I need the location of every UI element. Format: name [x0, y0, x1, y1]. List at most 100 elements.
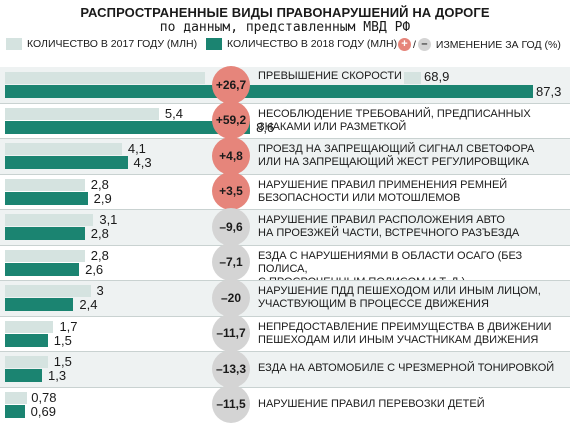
change-circle: +26,7: [212, 65, 250, 104]
value-label-2017: 2,8: [90, 176, 109, 192]
legend-label-change: ИЗМЕНЕНИЕ ЗА ГОД (%): [435, 38, 561, 51]
category-label-line: УЧАСТВУЮЩИМ В ПРОЦЕССЕ ДВИЖЕНИЯ: [258, 298, 489, 310]
bar-2017: [5, 285, 91, 297]
category-label-line: ПРОЕЗД НА ЗАПРЕЩАЮЩИЙ СИГНАЛ СВЕТОФОРА: [258, 143, 535, 155]
category-label-line: НАРУШЕНИЕ ПРАВИЛ ПЕРЕВОЗКИ ДЕТЕЙ: [258, 397, 485, 410]
category-label: НЕПРЕДОСТАВЛЕНИЕ ПРЕИМУЩЕСТВА В ДВИЖЕНИИ…: [258, 321, 558, 347]
bar-2017: [5, 214, 94, 226]
change-circle: +4,8: [212, 136, 250, 175]
category-label-line: БЕЗОПАСНОСТИ ИЛИ МОТОШЛЕМОВ: [258, 191, 461, 204]
value-label-2017: 3: [96, 283, 104, 298]
category-label: ПРЕВЫШЕНИЕ СКОРОСТИ: [258, 70, 558, 83]
value-label-2017: 68,9: [424, 69, 450, 84]
legend-item-2017: КОЛИЧЕСТВО В 2017 ГОДУ (МЛН): [6, 38, 197, 50]
category-label-line: НЕСОБЛЮДЕНИЕ ТРЕБОВАНИЙ, ПРЕДПИСАННЫХ: [258, 107, 531, 120]
change-circle: +59,2: [212, 101, 250, 140]
value-label-2018: 1,5: [53, 332, 72, 348]
minus-badge-icon: –: [417, 38, 431, 51]
row-divider: [0, 315, 570, 317]
legend-item-2018: КОЛИЧЕСТВО В 2018 ГОДУ (МЛН): [206, 38, 397, 50]
change-circle: –11,7: [212, 314, 250, 353]
bar-2017: [5, 249, 85, 262]
row-divider: [0, 244, 570, 246]
row-band: [0, 280, 570, 316]
category-label: НАРУШЕНИЕ ПРАВИЛ ПЕРЕВОЗКИ ДЕТЕЙ: [258, 398, 558, 411]
value-label-2018: 0,69: [30, 403, 56, 419]
row-divider: [0, 173, 570, 175]
value-label-2017: 2,8: [90, 247, 109, 263]
value-label-2018: 8,6: [256, 119, 275, 135]
bar-2017: [5, 143, 122, 155]
category-label-line: НАРУШЕНИЕ ПДД ПЕШЕХОДОМ ИЛИ ИНЫМ ЛИЦОМ,: [258, 285, 541, 297]
chart-subtitle: по данным, представленным МВД РФ: [159, 20, 411, 35]
change-circle: –11,5: [212, 385, 250, 423]
bar-2017: [5, 356, 48, 368]
category-label-line: ИЛИ НА ЗАПРЕЩАЮЩИЙ ЖЕСТ РЕГУЛИРОВЩИКА: [258, 156, 529, 168]
category-label-line: ПЕШЕХОДАМ ИЛИ ИНЫМ УЧАСТНИКАМ ДВИЖЕНИЯ: [258, 333, 539, 346]
category-label-line: НАРУШЕНИЕ ПРАВИЛ ПРИМЕНЕНИЯ РЕМНЕЙ: [258, 178, 508, 191]
category-label-line: ЕЗДА НА АВТОМОБИЛЕ С ЧРЕЗМЕРНОЙ ТОНИРОВК…: [258, 362, 555, 374]
bar-2018: [5, 369, 43, 382]
legend-slash: /: [413, 38, 416, 51]
value-label-2017: 3,1: [99, 212, 118, 227]
row-divider: [0, 209, 570, 210]
bar-2018: [5, 227, 85, 240]
change-circle: +3,5: [212, 172, 250, 211]
value-label-2018: 4,3: [133, 155, 152, 170]
plus-badge-icon: +: [398, 38, 411, 51]
bar-2018: [5, 120, 251, 134]
bar-2018: [5, 156, 128, 169]
row-band: [0, 209, 570, 245]
bar-2018: [5, 298, 74, 311]
row-divider: [0, 351, 570, 352]
change-circle: –13,3: [212, 349, 250, 388]
legend-swatch-2018: [206, 38, 222, 50]
bar-2018: [5, 262, 80, 276]
bar-2017-continuation: [404, 72, 421, 84]
bar-2017: [5, 72, 205, 84]
bar-2017: [5, 178, 85, 191]
value-label-2017: 5,4: [164, 105, 183, 121]
value-label-2018: 2,4: [79, 297, 98, 312]
value-label-2018: 2,6: [85, 261, 104, 277]
bar-2017: [5, 107, 159, 120]
value-label-2018: 87,3: [536, 84, 562, 99]
category-label-line: ПРЕВЫШЕНИЕ СКОРОСТИ: [258, 70, 402, 82]
category-label: НАРУШЕНИЕ ПРАВИЛ РАСПОЛОЖЕНИЯ АВТО НА ПРО…: [258, 214, 558, 240]
category-label-line: ЗНАКАМИ ИЛИ РАЗМЕТКОЙ: [258, 120, 407, 133]
bar-2017: [5, 391, 28, 404]
category-label: НАРУШЕНИЕ ПДД ПЕШЕХОДОМ ИЛИ ИНЫМ ЛИЦОМ, У…: [258, 285, 558, 311]
legend-label-2018: КОЛИЧЕСТВО В 2018 ГОДУ (МЛН): [227, 38, 398, 50]
value-label-2018: 1,3: [48, 368, 67, 383]
value-label-2018: 2,8: [90, 226, 109, 241]
legend-label-2017: КОЛИЧЕСТВО В 2017 ГОДУ (МЛН): [27, 38, 198, 50]
legend-item-change: + / – ИЗМЕНЕНИЕ ЗА ГОД (%): [398, 38, 561, 51]
category-label-line: ЕЗДА С НАРУШЕНИЯМИ В ОБЛАСТИ ОСАГО (БЕЗ …: [258, 249, 523, 275]
value-label-2018: 2,9: [93, 190, 112, 206]
category-label-line: НЕПРЕДОСТАВЛЕНИЕ ПРЕИМУЩЕСТВА В ДВИЖЕНИИ: [258, 320, 552, 333]
bar-2018: [5, 85, 533, 98]
value-label-2017: 1,7: [59, 318, 78, 334]
change-circle: –20: [212, 278, 250, 317]
category-label: ЕЗДА НА АВТОМОБИЛЕ С ЧРЕЗМЕРНОЙ ТОНИРОВК…: [258, 362, 558, 375]
legend-swatch-2017: [6, 38, 22, 50]
chart-title: РАСПРОСТРАНЕННЫЕ ВИДЫ ПРАВОНАРУШЕНИЙ НА …: [80, 5, 490, 20]
value-label-2017: 1,5: [53, 354, 72, 369]
row-divider: [0, 280, 570, 281]
category-label-line: НАРУШЕНИЕ ПРАВИЛ РАСПОЛОЖЕНИЯ АВТО: [258, 214, 505, 226]
category-label: НАРУШЕНИЕ ПРАВИЛ ПРИМЕНЕНИЯ РЕМНЕЙ БЕЗОПА…: [258, 179, 558, 205]
row-divider: [0, 102, 570, 104]
bar-2018: [5, 404, 25, 418]
row-divider: [0, 138, 570, 139]
category-label: ПРОЕЗД НА ЗАПРЕЩАЮЩИЙ СИГНАЛ СВЕТОФОРА ИЛ…: [258, 143, 558, 169]
row-band: [0, 351, 570, 387]
legend: КОЛИЧЕСТВО В 2017 ГОДУ (МЛН) КОЛИЧЕСТВО …: [0, 38, 570, 58]
value-label-2017: 4,1: [127, 141, 146, 156]
bar-2018: [5, 333, 48, 347]
bar-2018: [5, 191, 88, 205]
category-label: НЕСОБЛЮДЕНИЕ ТРЕБОВАНИЙ, ПРЕДПИСАННЫХ ЗНА…: [258, 108, 558, 134]
category-label-line: НА ПРОЕЗЖЕЙ ЧАСТИ, ВСТРЕЧНОГО РАЗЪЕЗДА: [258, 227, 520, 239]
change-circle: –9,6: [212, 207, 250, 246]
bar-2017: [5, 320, 54, 333]
row-divider: [0, 386, 570, 388]
